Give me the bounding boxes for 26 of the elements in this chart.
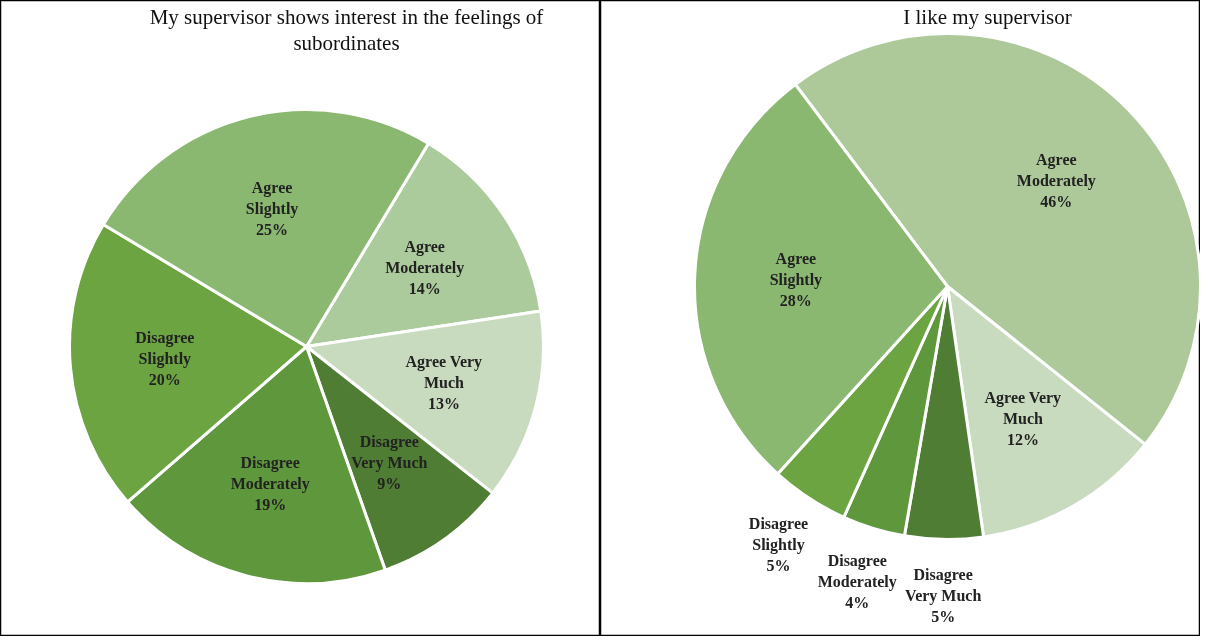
slice-label: Agree Slightly (769, 250, 823, 290)
slice-label: Disagree Very Much (351, 432, 428, 472)
slice-label: Disagree Slightly (135, 329, 195, 369)
slice-label: Disagree Very Much (905, 565, 982, 605)
data-label: 25% (256, 221, 289, 239)
slice-label: Agree Moderately (1016, 151, 1096, 191)
data-label: 12% (1006, 430, 1039, 448)
data-label: 13% (427, 395, 460, 413)
data-label: 9% (377, 474, 402, 492)
data-label: 28% (779, 292, 812, 310)
slice-label: Disagree Moderately (817, 552, 897, 592)
data-label: 5% (766, 557, 791, 575)
data-label: 19% (254, 496, 287, 514)
data-label: 20% (148, 371, 181, 389)
slice-label: Agree Very Much (405, 353, 483, 392)
data-label: 4% (845, 594, 870, 612)
data-label: 5% (931, 607, 956, 625)
data-label: 46% (1040, 193, 1073, 211)
slice-label: Agree Moderately (385, 237, 465, 277)
slice-label: Disagree Slightly (748, 515, 809, 555)
chart-title: I like my supervisor (903, 4, 1072, 29)
slice-label: Agree Slightly (245, 179, 299, 219)
slice-label: Agree Very Much (984, 388, 1062, 427)
chart-title: My supervisor shows interest in the feelings of subordinates (149, 4, 544, 55)
slice-label: Disagree Moderately (230, 454, 310, 494)
data-label: 14% (408, 279, 441, 297)
